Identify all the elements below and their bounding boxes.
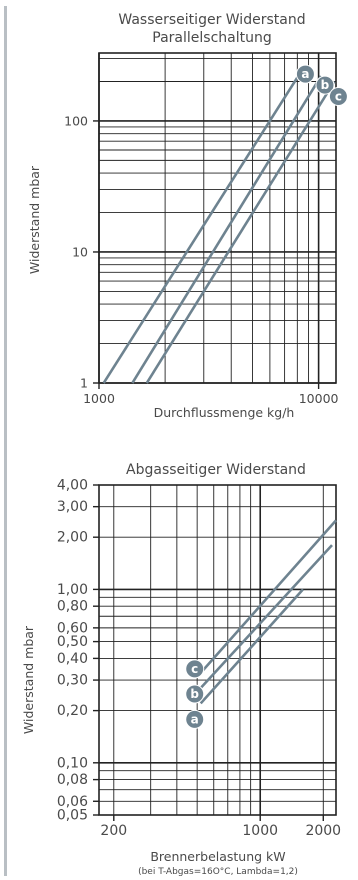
chart1-series-c-label: c bbox=[335, 89, 342, 103]
chart2-x-tick-label: 1000 bbox=[242, 823, 278, 839]
chart1-tick-labels: 1 10 100 1000 10000 bbox=[64, 113, 338, 406]
chart2-frame bbox=[98, 484, 337, 816]
chart2-y-tick-label: 0,05 bbox=[57, 808, 88, 824]
chart1-series-b-line bbox=[131, 75, 323, 384]
left-divider-bar bbox=[4, 6, 7, 876]
chart1-frame bbox=[98, 52, 337, 384]
chart2-x-axis-title: Brennerbelastung kW bbox=[150, 849, 285, 864]
chart1-series-a-line bbox=[102, 70, 303, 384]
chart2-y-axis-title: Widerstand mbar bbox=[21, 625, 36, 734]
chart2-x-tick-label: 200 bbox=[100, 823, 127, 839]
chart2-grid bbox=[93, 484, 337, 821]
chart2-y-tick-label: 0,20 bbox=[57, 703, 88, 719]
chart1-y-axis-title: Widerstand mbar bbox=[27, 165, 42, 274]
chart1-x-tick-label: 10000 bbox=[299, 391, 339, 406]
chart1-y-tick-label: 100 bbox=[64, 113, 88, 128]
chart2-x-tick-label: 2000 bbox=[305, 823, 341, 839]
chart1-title: Wasserseitiger Widerstand bbox=[118, 12, 305, 28]
chart2-y-tick-label: 2,00 bbox=[57, 530, 88, 546]
chart1-series-a-label: a bbox=[301, 67, 309, 81]
chart2-x-axis-note: (bei T-Abgas=16O°C, Lambda=1,2) bbox=[138, 867, 298, 877]
chart1-series-c-line bbox=[145, 80, 336, 384]
chart2-y-tick-label: 0,06 bbox=[57, 794, 88, 810]
chart2-y-tick-label: 3,00 bbox=[57, 499, 88, 515]
chart2-title: Abgasseitiger Widerstand bbox=[126, 462, 306, 478]
chart-flue-gas-resistance: Abgasseitiger Widerstand 4,00 3,00 2,00 1,0… bbox=[21, 462, 341, 877]
chart2-series-a-label: a bbox=[191, 712, 199, 726]
chart2-y-tick-label: 1,00 bbox=[57, 582, 88, 598]
chart1-x-axis-title: Durchflussmenge kg/h bbox=[154, 405, 295, 420]
chart1-series: abc bbox=[102, 64, 348, 384]
chart2-y-tick-label: 0,08 bbox=[57, 772, 88, 788]
chart1-x-tick-label: 1000 bbox=[83, 391, 115, 406]
chart1-y-tick-label: 1 bbox=[80, 376, 88, 391]
chart2-series-c-label: c bbox=[191, 662, 198, 676]
chart2-series-c-line bbox=[199, 519, 337, 674]
chart-water-resistance: Wasserseitiger Widerstand Parallelschalt… bbox=[27, 12, 348, 420]
chart2-y-tick-label: 0,40 bbox=[57, 651, 88, 667]
chart1-series-b-label: b bbox=[321, 78, 330, 92]
chart2-tick-labels: 4,00 3,00 2,00 1,000,80 0,600,500,40 0,30 0,20… bbox=[57, 478, 341, 840]
chart2-series: abc bbox=[185, 519, 337, 729]
chart2-y-tick-label: 4,00 bbox=[57, 478, 88, 494]
chart2-series-b-badge: b bbox=[185, 684, 205, 704]
chart2-y-tick-label: 0,80 bbox=[57, 599, 88, 615]
chart2-series-a-line bbox=[199, 588, 304, 705]
chart2-series-c-badge: c bbox=[185, 659, 205, 679]
chart1-series-c-badge: c bbox=[328, 86, 348, 106]
chart1-subtitle: Parallelschaltung bbox=[152, 30, 271, 46]
chart1-series-a-badge: a bbox=[295, 64, 315, 84]
chart2-series-a-badge: a bbox=[185, 709, 205, 729]
chart2-series-b-line bbox=[199, 544, 333, 689]
chart1-y-tick-label: 10 bbox=[72, 244, 88, 259]
chart1-series-b-badge: b bbox=[315, 75, 335, 95]
chart2-series-b-label: b bbox=[190, 687, 199, 701]
chart2-y-tick-label: 0,60 bbox=[57, 620, 88, 636]
chart1-grid bbox=[93, 52, 337, 389]
chart2-y-tick-label: 0,10 bbox=[57, 755, 88, 771]
chart2-y-tick-label: 0,50 bbox=[57, 634, 88, 650]
chart2-y-tick-label: 0,30 bbox=[57, 673, 88, 689]
